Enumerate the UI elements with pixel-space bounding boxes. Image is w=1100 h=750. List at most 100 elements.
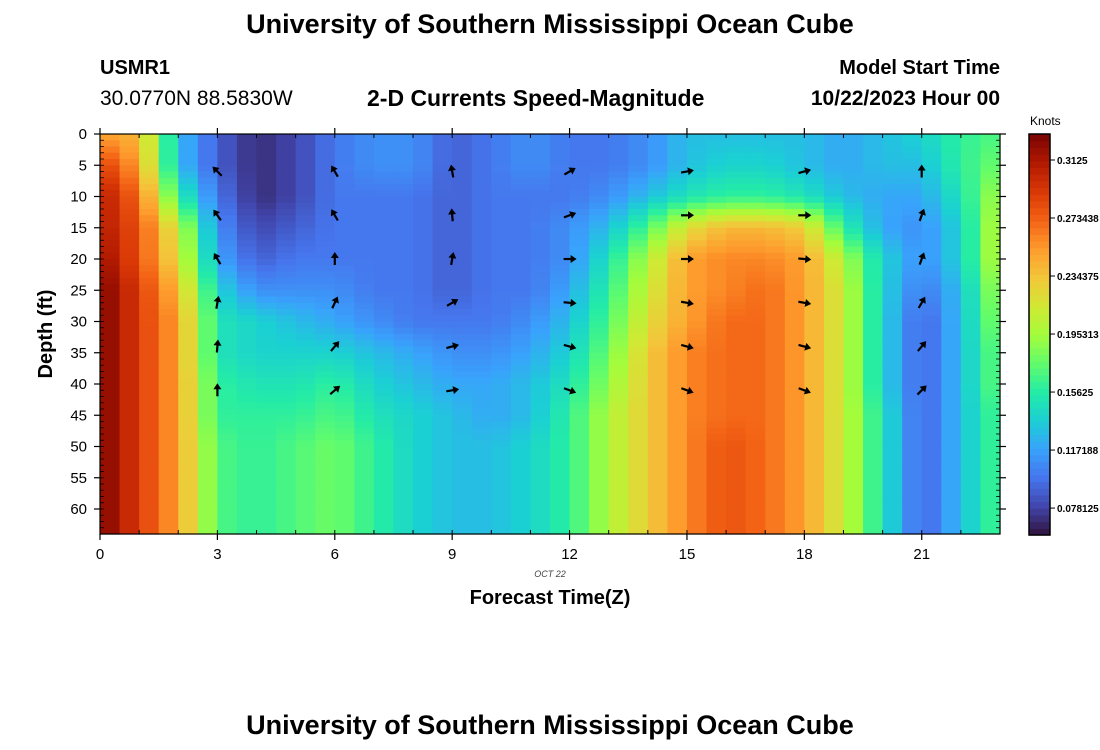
heatmap-cell [921, 190, 942, 198]
heatmap-cell [100, 202, 121, 210]
heatmap-cell [530, 165, 551, 173]
heatmap-cell [334, 290, 355, 298]
heatmap-cell [119, 352, 140, 360]
heatmap-cell [100, 415, 121, 423]
heatmap-cell [550, 440, 571, 448]
heatmap-cell [413, 177, 434, 185]
heatmap-cell [589, 359, 610, 366]
heatmap-cell [158, 196, 179, 204]
heatmap-cell [863, 377, 884, 385]
heatmap-cell [706, 359, 727, 366]
heatmap-cell [393, 434, 414, 441]
heatmap-cell [100, 315, 121, 323]
heatmap-cell [804, 227, 825, 235]
heatmap-cell [550, 152, 571, 160]
colorbar-segment [1029, 394, 1050, 402]
heatmap-cell [197, 521, 218, 529]
heatmap-cell [765, 365, 786, 373]
heatmap-cell [452, 509, 473, 516]
heatmap-cell [510, 234, 532, 241]
heatmap-cell [745, 221, 766, 229]
current-vector-arrow [448, 164, 456, 178]
heatmap-cell [413, 296, 434, 304]
heatmap-cell [745, 496, 766, 504]
heatmap-cell [843, 334, 864, 341]
heatmap-cell [139, 515, 160, 523]
heatmap-cell [197, 290, 218, 298]
heatmap-cell [510, 271, 532, 279]
heatmap-cell [315, 396, 336, 404]
heatmap-cell [686, 477, 708, 485]
heatmap-cell [236, 390, 258, 398]
heatmap-cell [315, 421, 336, 429]
heatmap-cell [393, 152, 414, 160]
heatmap-cell [608, 146, 629, 154]
heatmap-cell [373, 234, 395, 241]
heatmap-cell [628, 334, 649, 341]
heatmap-cell [647, 152, 668, 160]
heatmap-cell [902, 465, 923, 473]
heatmap-cell [452, 309, 473, 316]
heatmap-cell [823, 396, 845, 404]
heatmap-cell [941, 434, 962, 441]
heatmap-cell [373, 352, 395, 360]
heatmap-cell [236, 509, 258, 516]
heatmap-cell [510, 296, 532, 304]
heatmap-cell [823, 296, 845, 304]
heatmap-cell [276, 371, 297, 379]
heatmap-cell [823, 490, 845, 498]
heatmap-cell [686, 434, 708, 441]
heatmap-cell [667, 421, 688, 429]
heatmap-cell [569, 521, 590, 529]
heatmap-cell [354, 502, 375, 510]
heatmap-cell [647, 452, 668, 460]
heatmap-cell [863, 409, 884, 416]
heatmap-cell [706, 202, 727, 210]
heatmap-cell [413, 271, 434, 279]
heatmap-cell [217, 340, 238, 348]
heatmap-cell [432, 259, 453, 266]
heatmap-cell [960, 252, 982, 260]
heatmap-cell [158, 265, 179, 273]
heatmap-cell [628, 134, 649, 141]
heatmap-cell [178, 502, 199, 510]
heatmap-cell [667, 521, 688, 529]
heatmap-cell [491, 321, 512, 329]
heatmap-cell [217, 259, 238, 266]
heatmap-cell [667, 459, 688, 466]
heatmap-cell [471, 434, 492, 441]
heatmap-cell [354, 390, 375, 398]
heatmap-cell [765, 284, 786, 291]
heatmap-cell [315, 446, 336, 454]
heatmap-cell [882, 290, 903, 298]
heatmap-cell [667, 471, 688, 479]
heatmap-cell [178, 159, 199, 166]
heatmap-cell [432, 140, 453, 148]
heatmap-cell [706, 396, 727, 404]
heatmap-cell [550, 196, 571, 204]
heatmap-cell [628, 152, 649, 160]
heatmap-cell [236, 296, 258, 304]
heatmap-cell [980, 221, 1001, 229]
heatmap-cell [980, 440, 1001, 448]
colorbar-segment [1029, 528, 1050, 536]
heatmap-cell [921, 227, 942, 235]
heatmap-cell [980, 184, 1001, 191]
heatmap-cell [236, 190, 258, 198]
heatmap-cell [550, 215, 571, 223]
heatmap-cell [217, 321, 238, 329]
heatmap-cell [100, 490, 121, 498]
heatmap-cell [276, 527, 297, 535]
heatmap-cell [843, 496, 864, 504]
heatmap-cell [550, 184, 571, 191]
heatmap-cell [334, 159, 355, 166]
heatmap-cell [197, 284, 218, 291]
heatmap-cell [178, 240, 199, 248]
heatmap-cell [765, 334, 786, 341]
heatmap-cell [217, 490, 238, 498]
heatmap-cell [217, 152, 238, 160]
heatmap-cell [373, 490, 395, 498]
heatmap-cell [706, 471, 727, 479]
heatmap-cell [667, 202, 688, 210]
heatmap-cell [510, 459, 532, 466]
